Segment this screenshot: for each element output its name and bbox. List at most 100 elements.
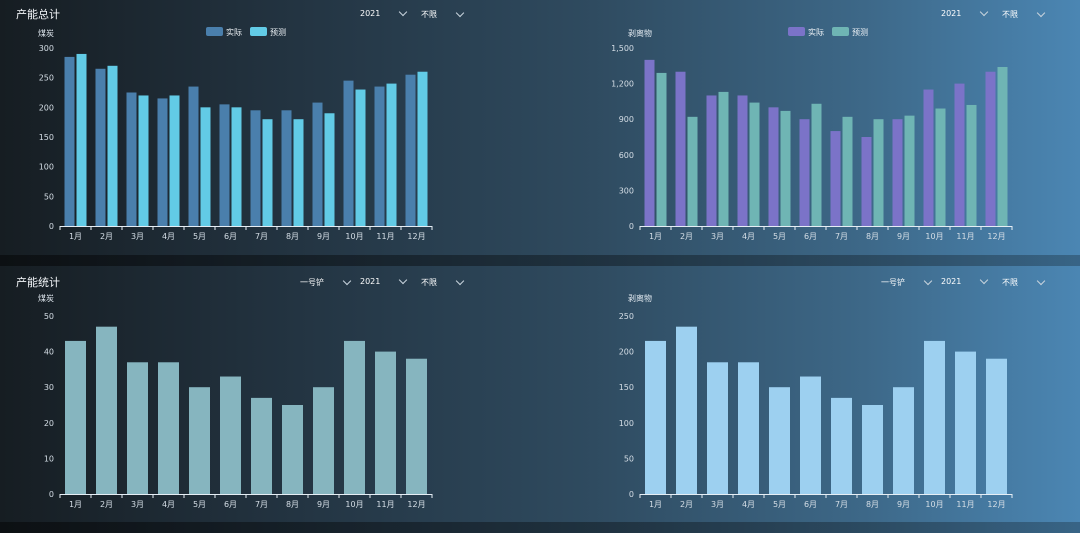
legend-label[interactable]: 预测	[852, 27, 868, 37]
x-tick-label: 3月	[711, 500, 724, 509]
bar-actual	[737, 95, 748, 226]
coal-actual-vs-forecast-chart: 煤炭 0 50 100 150 200 250 300 1月 2月 3月 4月 5月 6月 7月 8月 9月 10…	[38, 27, 433, 241]
bar	[831, 397, 852, 494]
legend-swatch[interactable]	[250, 27, 267, 36]
y-tick-label: 0	[629, 490, 634, 499]
range-select[interactable]: 不限	[421, 276, 465, 288]
x-tick-label: 4月	[742, 500, 755, 509]
shovel-select[interactable]: 一号铲	[300, 276, 352, 288]
bar-forecast	[200, 107, 211, 226]
year-select-right[interactable]: 2021	[941, 275, 989, 286]
bar-forecast	[231, 107, 242, 226]
y-axis-label: 煤炭	[38, 28, 54, 38]
x-tick-label: 1月	[69, 232, 82, 241]
bar-actual	[64, 56, 75, 227]
y-tick-label: 1,200	[611, 80, 634, 89]
bar-forecast	[386, 83, 397, 226]
range-select[interactable]: 不限	[421, 8, 465, 20]
bar-forecast	[780, 110, 791, 226]
y-tick-label: 50	[624, 454, 634, 463]
bar	[676, 326, 697, 494]
range-select-value: 不限	[421, 10, 437, 19]
bar	[65, 340, 86, 494]
x-tick-label: 2月	[680, 232, 693, 241]
bar-actual	[768, 107, 779, 226]
y-axis-label: 煤炭	[38, 293, 54, 303]
x-tick-label: 8月	[286, 500, 299, 509]
bar-forecast	[718, 91, 729, 226]
y-tick-label: 10	[44, 454, 54, 463]
bar	[96, 326, 117, 494]
bar	[707, 362, 728, 494]
x-tick-label: 6月	[224, 500, 237, 509]
legend-label[interactable]: 预测	[270, 27, 286, 37]
bar-forecast	[811, 103, 822, 226]
x-tick-label: 6月	[224, 232, 237, 241]
bar-actual	[830, 131, 841, 226]
legend-swatch[interactable]	[206, 27, 223, 36]
bar	[645, 340, 666, 494]
year-select[interactable]: 2021	[360, 275, 408, 286]
bar	[282, 405, 303, 494]
x-tick-label: 5月	[773, 232, 786, 241]
range-select-right[interactable]: 不限	[1002, 8, 1046, 20]
year-select-value: 2021	[360, 9, 381, 18]
y-tick-label: 250	[619, 312, 634, 321]
x-tick-label: 2月	[100, 232, 113, 241]
chevron-down-icon	[1036, 8, 1046, 18]
bar-actual	[675, 71, 686, 226]
bar	[738, 362, 759, 494]
x-tick-label: 2月	[680, 500, 693, 509]
bar-forecast	[138, 95, 149, 226]
bar	[893, 387, 914, 494]
y-tick-label: 600	[619, 151, 634, 160]
bar-forecast	[749, 102, 760, 226]
bar-forecast	[935, 108, 946, 226]
shovel-select-value: 一号铲	[300, 278, 324, 287]
range-select-value: 不限	[1002, 278, 1018, 287]
bar	[986, 358, 1007, 494]
x-tick-label: 4月	[162, 500, 175, 509]
legend-swatch[interactable]	[832, 27, 849, 36]
year-select-right[interactable]: 2021	[941, 7, 989, 18]
x-tick-label: 5月	[193, 232, 206, 241]
y-tick-label: 50	[44, 312, 54, 321]
y-tick-label: 0	[49, 222, 54, 231]
x-tick-label: 11月	[376, 500, 394, 509]
x-tick-label: 12月	[987, 232, 1005, 241]
legend-swatch[interactable]	[788, 27, 805, 36]
x-tick-label: 4月	[742, 232, 755, 241]
x-tick-label: 8月	[866, 500, 879, 509]
bar-forecast	[904, 115, 915, 226]
bar-forecast	[324, 113, 335, 226]
year-select[interactable]: 2021	[360, 7, 408, 18]
bar-actual	[706, 95, 717, 226]
panel-title: 产能总计	[16, 8, 60, 21]
bar-actual	[923, 89, 934, 227]
bar	[924, 340, 945, 494]
range-select-right[interactable]: 不限	[1002, 276, 1046, 288]
y-tick-label: 0	[49, 490, 54, 499]
bar-forecast	[262, 119, 273, 226]
y-tick-label: 900	[619, 115, 634, 124]
bar-actual	[281, 110, 292, 226]
y-axis-label: 剥离物	[628, 28, 652, 38]
x-tick-label: 8月	[286, 232, 299, 241]
bar-forecast	[656, 72, 667, 226]
chevron-down-icon	[399, 7, 408, 17]
bar	[769, 387, 790, 494]
shovel-select-right[interactable]: 一号铲	[881, 276, 933, 288]
x-tick-label: 12月	[987, 500, 1005, 509]
bar	[127, 362, 148, 494]
legend-label[interactable]: 实际	[808, 27, 824, 37]
legend-label[interactable]: 实际	[226, 27, 242, 37]
bar-actual	[374, 86, 385, 226]
bar	[955, 351, 976, 494]
y-tick-label: 50	[44, 192, 54, 201]
chevron-down-icon	[980, 275, 989, 285]
bar	[158, 362, 179, 494]
y-tick-label: 200	[39, 103, 54, 112]
bar-actual	[861, 137, 872, 226]
year-select-value: 2021	[941, 277, 962, 286]
bar	[313, 387, 334, 494]
